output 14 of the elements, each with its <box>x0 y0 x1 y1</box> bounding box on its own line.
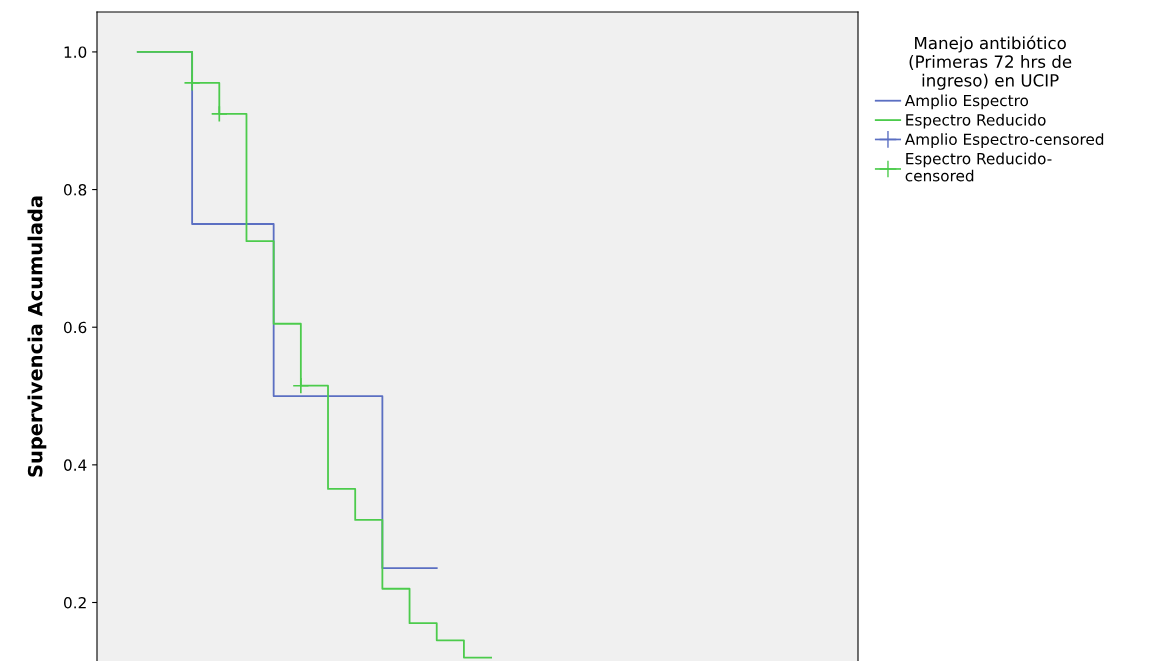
point <box>183 74 201 92</box>
point <box>210 105 228 123</box>
legend-label: Amplio Espectro <box>904 94 1029 110</box>
y-tick-label: 0.6 <box>63 321 87 334</box>
y-axis-title: Supervivencia Acumulada <box>27 196 47 477</box>
y-tick-label: 0.4 <box>63 459 87 471</box>
y-tick-label: 1.0 <box>64 46 87 58</box>
legend-title: Manejo antibiótico (Primeras 72 hrs de ingreso) en UCIP <box>909 35 1072 90</box>
point <box>292 377 310 395</box>
y-tick-label: 0.2 <box>63 596 86 609</box>
legend-label: Espectro Reducido- censored <box>905 152 1052 182</box>
legend-label: Espectro Reducido <box>906 113 1046 129</box>
legend-label: Amplio Espectro-censored <box>904 133 1104 148</box>
y-tick-label: 0.8 <box>63 184 87 196</box>
